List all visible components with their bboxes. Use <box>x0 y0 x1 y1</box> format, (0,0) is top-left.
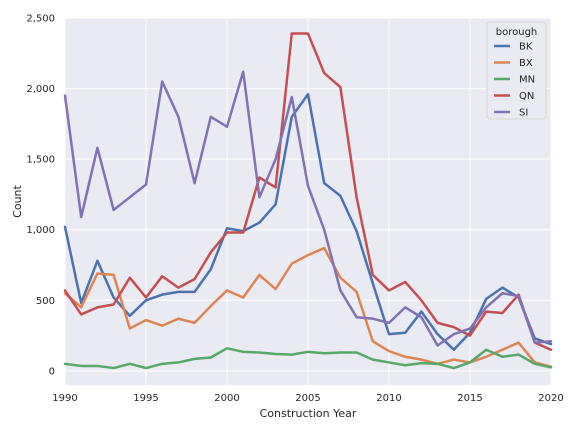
legend-label-si: SI <box>519 108 528 119</box>
y-tick-label: 1,000 <box>26 225 55 236</box>
y-tick-label: 2,500 <box>26 14 55 25</box>
x-tick-label: 2020 <box>538 393 563 404</box>
y-axis-label: Count <box>11 184 24 217</box>
legend-items: BK BX MN QN SI <box>494 42 535 119</box>
x-tick-label: 2005 <box>295 393 320 404</box>
series-line-bk <box>63 92 553 351</box>
legend-title: borough <box>496 27 538 38</box>
x-tick-label: 1990 <box>52 393 77 404</box>
x-tick-label: 2000 <box>214 393 239 404</box>
y-tick-label: 500 <box>36 296 55 307</box>
series-lines <box>63 32 553 370</box>
series-line-qn <box>63 32 553 351</box>
x-tick-labels: 1990 1995 2000 2005 2010 2015 2020 <box>52 393 563 404</box>
x-axis-label: Construction Year <box>260 407 357 420</box>
legend-label-bk: BK <box>519 42 533 53</box>
y-tick-labels: 0 500 1,000 1,500 2,000 2,500 <box>26 14 55 378</box>
y-tick-label: 1,500 <box>26 155 55 166</box>
y-tick-label: 2,000 <box>26 84 55 95</box>
y-tick-label: 0 <box>49 366 55 377</box>
legend-label-mn: MN <box>519 75 535 86</box>
legend-label-qn: QN <box>519 91 534 102</box>
series-line-mn <box>63 347 553 370</box>
x-tick-label: 2015 <box>457 393 482 404</box>
x-tick-label: 2010 <box>376 393 401 404</box>
x-tick-label: 1995 <box>133 393 158 404</box>
series-line-si <box>63 70 553 347</box>
legend-label-bx: BX <box>519 58 533 69</box>
legend: borough BK BX MN QN SI <box>486 21 547 120</box>
